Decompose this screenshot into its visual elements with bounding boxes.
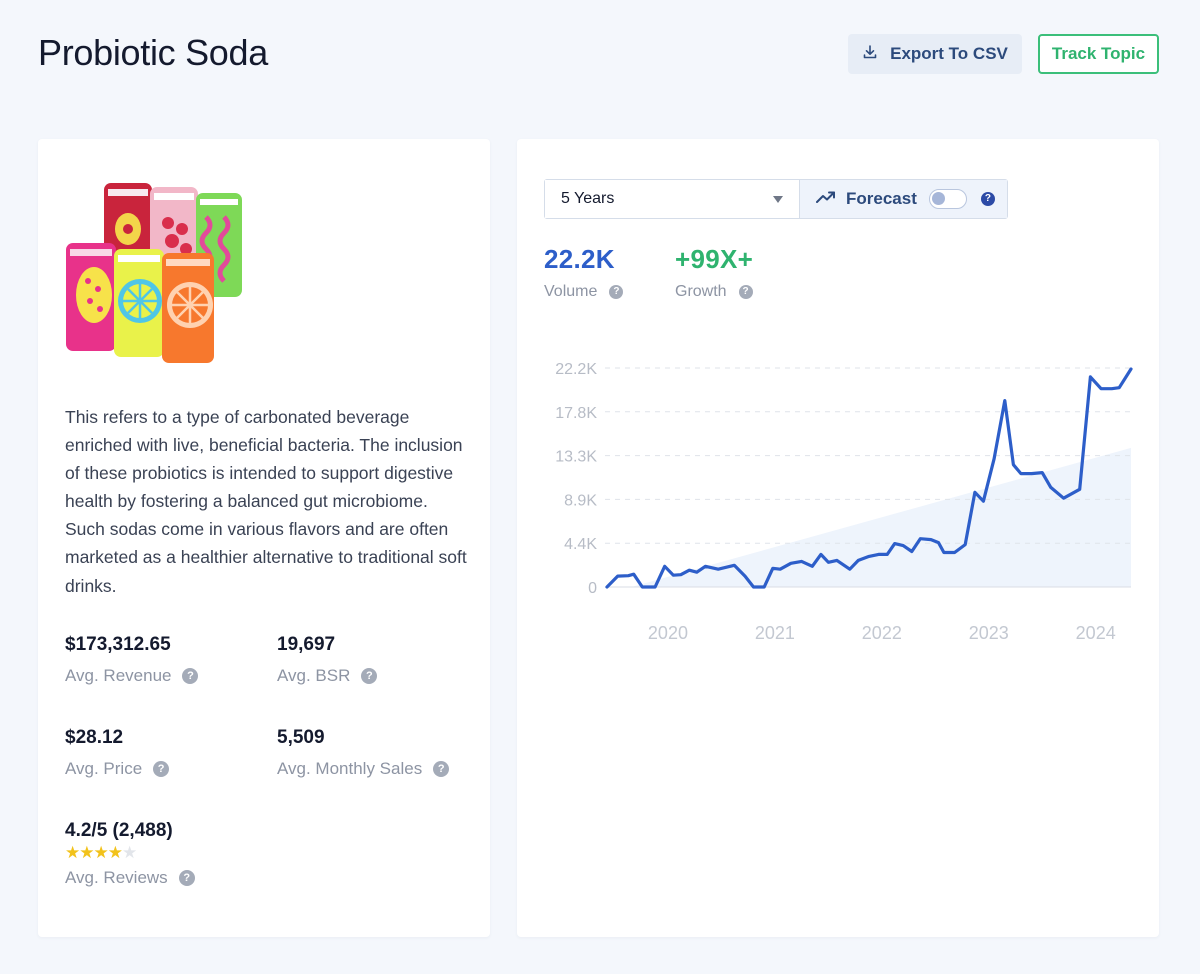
growth-value: +99X+ — [675, 244, 754, 274]
avg-reviews-value: 4.2/5 (2,488) — [65, 820, 173, 841]
export-csv-button[interactable]: Export To CSV — [848, 34, 1022, 74]
help-icon[interactable]: ? — [609, 285, 624, 299]
avg-price-value: $28.12 — [65, 727, 124, 748]
avg-bsr-label: Avg. BSR — [277, 666, 351, 685]
product-description: This refers to a type of carbonated beve… — [65, 407, 467, 596]
help-icon[interactable]: ? — [178, 870, 195, 886]
page-title: Probiotic Soda — [38, 32, 268, 73]
growth-kpi: +99X+ Growth ? — [675, 244, 753, 301]
x-tick-label: 2023 — [969, 623, 1009, 643]
y-tick-label: 22.2K — [555, 361, 597, 378]
avg-bsr-value: 19,697 — [277, 634, 336, 655]
help-icon[interactable]: ? — [182, 668, 199, 684]
x-tick-label: 2020 — [648, 623, 688, 643]
y-tick-label: 0 — [588, 580, 597, 597]
volume-label: Volume — [544, 283, 598, 300]
series-line — [605, 367, 1133, 589]
x-tick-label: 2022 — [862, 623, 902, 643]
avg-monthly-sales-metric: 5,509 Avg. Monthly Sales ? — [277, 727, 450, 779]
y-tick-label: 8.9K — [564, 492, 597, 509]
avg-revenue-value: $173,312.65 — [65, 634, 171, 655]
avg-reviews-label: Avg. Reviews — [65, 868, 168, 887]
export-csv-label: Export To CSV — [890, 44, 1008, 63]
forecast-label: Forecast — [846, 189, 917, 208]
x-tick-label: 2021 — [755, 623, 795, 643]
product-details-card: This refers to a type of carbonated beve… — [38, 139, 490, 937]
avg-price-label: Avg. Price — [65, 759, 143, 778]
y-tick-label: 4.4K — [564, 536, 597, 553]
star-filled-icon: ★ — [93, 843, 109, 862]
volume-kpi: 22.2K Volume ? — [544, 244, 624, 301]
help-icon[interactable]: ? — [433, 761, 450, 777]
forecast-toggle[interactable] — [928, 189, 967, 209]
volume-value: 22.2K — [544, 244, 615, 274]
star-empty-icon: ★ — [122, 843, 137, 862]
chart-controls: 5 Years Forecast ? — [544, 179, 1008, 219]
growth-label: Growth — [675, 283, 727, 300]
avg-revenue-metric: $173,312.65 Avg. Revenue ? — [65, 634, 199, 686]
star-filled-icon: ★ — [107, 843, 123, 862]
track-topic-button[interactable]: Track Topic — [1038, 34, 1159, 74]
forecast-control: Forecast ? — [800, 180, 1007, 218]
avg-price-metric: $28.12 Avg. Price ? — [65, 727, 170, 779]
trending-up-icon — [816, 190, 836, 209]
avg-monthly-sales-value: 5,509 — [277, 727, 325, 748]
help-icon[interactable]: ? — [738, 285, 753, 299]
star-filled-icon: ★ — [65, 843, 80, 862]
trend-card: 5 Years Forecast ? 22.2K Volume ? +99X+ … — [517, 139, 1159, 937]
download-icon — [862, 44, 878, 65]
avg-revenue-label: Avg. Revenue — [65, 666, 172, 685]
help-icon[interactable]: ? — [980, 192, 995, 206]
y-tick-label: 17.8K — [555, 405, 597, 422]
star-filled-icon: ★ — [79, 843, 94, 862]
y-tick-label: 13.3K — [555, 449, 597, 466]
trend-line-chart: 0 4.4K 8.9K 13.3K 17.8K 22.2K 2020 2021 2022 2023… — [555, 361, 1133, 643]
avg-bsr-metric: 19,697 Avg. BSR ? — [277, 634, 378, 686]
help-icon[interactable]: ? — [361, 668, 378, 684]
time-range-value: 5 Years — [561, 190, 615, 207]
avg-monthly-sales-label: Avg. Monthly Sales — [277, 759, 423, 778]
soda-cans-image — [66, 183, 242, 363]
chevron-down-icon — [773, 195, 783, 203]
help-icon[interactable]: ? — [153, 761, 170, 777]
toggle-knob — [931, 192, 945, 205]
x-tick-label: 2024 — [1076, 623, 1116, 643]
rating-stars: ★★★★★ — [65, 844, 195, 862]
avg-reviews-metric: 4.2/5 (2,488) ★★★★★ Avg. Reviews ? — [65, 820, 195, 888]
time-range-select[interactable]: 5 Years — [545, 180, 800, 218]
